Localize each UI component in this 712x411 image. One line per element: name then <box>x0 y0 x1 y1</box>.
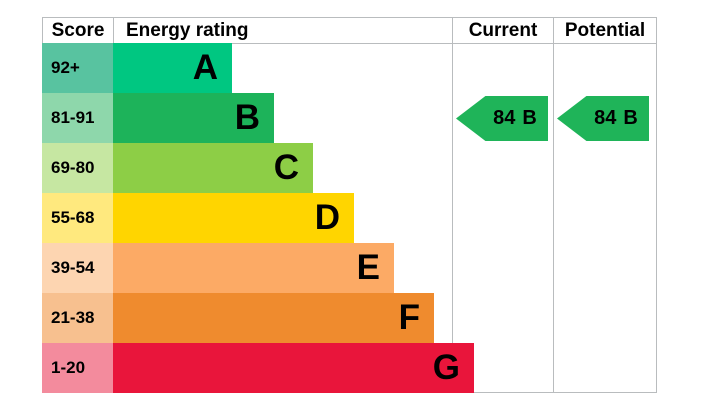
potential-score-value: 84 <box>594 107 617 129</box>
band-letter: E <box>356 248 380 287</box>
band-letter: B <box>234 98 260 137</box>
table-right-border <box>656 17 657 393</box>
band-bar: A <box>113 43 232 93</box>
band-score-range: 69-80 <box>42 143 113 193</box>
potential-column-divider <box>553 17 554 393</box>
band-row: 81-91 B <box>42 93 657 143</box>
band-letter: G <box>432 348 460 387</box>
band-letter: D <box>314 198 340 237</box>
header-energy-rating-label: Energy rating <box>126 20 249 41</box>
band-rows: 92+ A 81-91 B 69-80 C 55-68 D 39-54 E 21… <box>42 43 657 393</box>
header-left-border <box>42 17 43 43</box>
band-bar: D <box>113 193 354 243</box>
band-row: 55-68 D <box>42 193 657 243</box>
header-current-label: Current <box>468 20 538 41</box>
band-bar: B <box>113 93 274 143</box>
band-row: 92+ A <box>42 43 657 93</box>
current-band-letter: B <box>522 107 537 129</box>
header-bottom-border <box>42 43 657 44</box>
rating-table: Score Energy rating Current Potential 92… <box>42 17 657 393</box>
band-bar: F <box>113 293 434 343</box>
band-row: 1-20 G <box>42 343 657 393</box>
band-score-range: 21-38 <box>42 293 113 343</box>
band-score-range: 81-91 <box>42 93 113 143</box>
band-bar: E <box>113 243 394 293</box>
band-bar: C <box>113 143 313 193</box>
band-bar: G <box>113 343 474 393</box>
band-score-range: 92+ <box>42 43 113 93</box>
band-row: 21-38 F <box>42 293 657 343</box>
band-score-range: 55-68 <box>42 193 113 243</box>
table-top-border <box>42 17 657 18</box>
current-score-value: 84 <box>493 107 516 129</box>
header-potential-label: Potential <box>564 20 646 41</box>
band-letter: F <box>398 298 420 337</box>
band-row: 39-54 E <box>42 243 657 293</box>
band-score-range: 39-54 <box>42 243 113 293</box>
header-score-label: Score <box>51 20 105 41</box>
current-column-divider <box>452 17 453 393</box>
potential-band-letter: B <box>623 107 638 129</box>
score-column-divider <box>113 17 114 43</box>
band-row: 69-80 C <box>42 143 657 193</box>
band-score-range: 1-20 <box>42 343 113 393</box>
band-letter: A <box>192 48 218 87</box>
band-letter: C <box>273 148 299 187</box>
